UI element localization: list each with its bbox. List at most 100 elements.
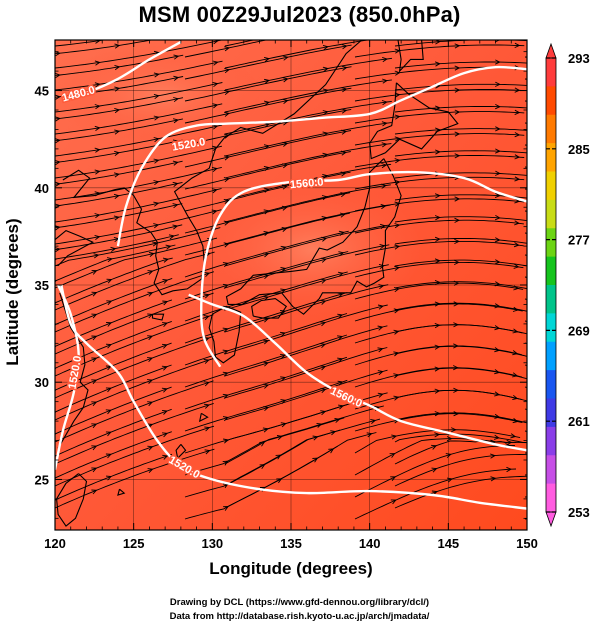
streamline-arrow	[222, 393, 229, 399]
streamline-87	[55, 257, 173, 304]
streamline-arrow	[55, 159, 61, 166]
streamline-arrow	[212, 103, 219, 109]
streamline-30	[394, 128, 527, 135]
y-tick-label-25: 25	[35, 472, 49, 487]
streamline-arrow	[454, 43, 461, 49]
coastline-10	[208, 305, 242, 364]
streamline-128	[394, 433, 527, 444]
streamline-arrow	[512, 372, 519, 378]
streamline-arrow	[147, 291, 154, 297]
streamline-arrow	[106, 322, 113, 327]
streamline-arrow	[382, 56, 389, 63]
streamline-arrow	[55, 389, 57, 392]
streamline-arrow	[431, 444, 438, 450]
streamline-arrow	[280, 310, 287, 315]
warm-patch-japan-sea	[180, 180, 420, 320]
streamline-arrow	[453, 301, 460, 307]
streamline-85	[224, 264, 389, 311]
streamline-arrow	[454, 196, 461, 202]
streamline-101	[55, 299, 173, 347]
colorbar-segment-13	[546, 426, 556, 456]
contour-1520.0-5	[55, 284, 80, 470]
streamline-arrow	[105, 343, 112, 349]
streamline-arrow	[494, 192, 501, 199]
streamline-arrow	[212, 60, 219, 66]
streamline-78	[224, 244, 390, 289]
streamline-73	[55, 234, 179, 260]
streamline-15	[224, 57, 393, 91]
colorbar-top-extension	[545, 42, 557, 59]
streamline-58	[394, 216, 527, 223]
streamline-arrow	[55, 72, 61, 78]
streamline-arrow	[434, 193, 441, 199]
colorbar-segment-9	[546, 313, 556, 343]
streamline-arrow	[394, 265, 401, 271]
streamline-149	[394, 475, 527, 509]
streamline-arrow	[147, 357, 154, 363]
colorbar-tick-label-277: 277	[568, 233, 590, 248]
streamline-arrow	[495, 103, 501, 110]
streamline-arrow	[434, 301, 441, 307]
streamline-arrow	[91, 467, 98, 473]
streamline-arrow	[94, 147, 101, 153]
streamline-arrow	[153, 180, 160, 186]
streamline-70	[55, 227, 221, 267]
streamline-72	[394, 259, 527, 267]
x-tick-label-150: 150	[516, 536, 538, 551]
coastline-6	[397, 40, 424, 73]
streamline-arrow	[280, 399, 287, 405]
coastlines	[55, 40, 459, 527]
streamline-arrow	[514, 154, 521, 160]
streamline-arrow	[512, 394, 519, 401]
streamline-arrow	[172, 181, 179, 187]
streamline-arrow	[495, 170, 501, 176]
streamline-arrow	[91, 379, 98, 385]
streamline-arrow	[282, 184, 288, 190]
streamline-arrow	[153, 223, 160, 229]
streamline-10	[55, 54, 184, 76]
streamline-arrow	[431, 490, 438, 496]
streamline-arrow	[340, 150, 347, 156]
streamline-arrow	[174, 34, 179, 38]
streamline-arrow	[223, 220, 230, 226]
streamline-arrow	[161, 387, 168, 393]
colorbar-tick-label-261: 261	[568, 414, 590, 429]
streamline-arrow	[212, 124, 219, 130]
streamline-arrow	[264, 78, 271, 84]
streamline-arrow	[263, 56, 271, 62]
streamline-arrow	[320, 365, 327, 371]
streamline-arrow	[55, 433, 57, 436]
streamline-arrow	[282, 163, 289, 169]
streamline-arrow	[91, 423, 98, 429]
streamline-arrow	[91, 269, 98, 275]
streamline-arrow	[173, 97, 180, 103]
streamline-arrow	[391, 434, 398, 440]
streamline-arrow	[94, 60, 101, 66]
streamline-24	[55, 97, 184, 120]
streamline-arrow	[337, 335, 344, 341]
colorbar: 253 261 269 277 285 293	[545, 42, 590, 528]
streamline-arrow	[282, 77, 289, 83]
streamline-arrow	[490, 453, 496, 459]
streamline-arrow	[211, 188, 218, 194]
streamline-arrow	[114, 64, 121, 71]
streamline-arrow	[320, 278, 327, 284]
streamline-117	[354, 389, 523, 410]
streamline-arrow	[495, 148, 501, 154]
streamline-arrow	[161, 365, 168, 371]
streamline-arrow	[494, 413, 501, 419]
streamline-16	[394, 83, 527, 91]
streamline-138	[354, 438, 517, 476]
streamline-arrow	[203, 337, 210, 342]
streamline-arrow	[212, 81, 219, 88]
streamline-arrow	[337, 313, 344, 319]
coastline-8	[225, 158, 402, 315]
streamline-arrow	[263, 383, 270, 389]
streamline-arrow	[91, 335, 98, 341]
streamline-arrow	[341, 44, 348, 50]
streamline-arrow	[377, 347, 384, 353]
streamline-arrow	[93, 253, 100, 259]
y-axis-label: Latitude (degrees)	[3, 218, 22, 366]
streamline-0	[55, 40, 108, 47]
streamline-arrow	[512, 306, 519, 312]
